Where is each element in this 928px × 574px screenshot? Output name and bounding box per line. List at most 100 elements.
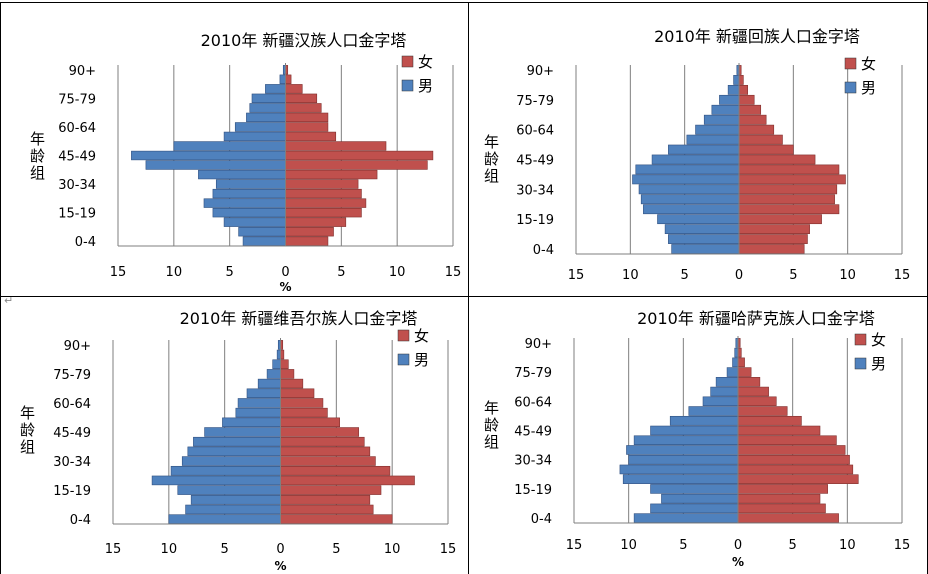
bar-female — [280, 388, 315, 399]
y-tick-label: 90+ — [525, 337, 552, 352]
x-tick-label: 0 — [276, 542, 284, 557]
bar-male — [223, 217, 286, 227]
bar-female — [738, 194, 835, 205]
bar-male — [242, 236, 286, 246]
bar-male — [223, 131, 286, 142]
bar-female — [280, 475, 415, 486]
y-tick-label: 90+ — [64, 339, 91, 354]
y-tick-label: 30-34 — [53, 455, 91, 470]
y-axis-label: 年 — [484, 399, 499, 417]
bar-female — [285, 207, 362, 218]
bar-male — [249, 103, 286, 113]
top-border — [0, 2, 928, 3]
bar-male — [726, 367, 739, 377]
pyramid-chart-2: 2010年 新疆回族人口金字塔 15 10 5 0 5 10 15 0-4 15-19 30-34 4… — [484, 27, 911, 283]
return-mark: ↵ — [4, 294, 14, 307]
bar-male — [686, 134, 740, 145]
y-tick-label: 30-34 — [516, 183, 554, 198]
bar-female — [280, 417, 340, 428]
bar-male — [145, 160, 286, 170]
pyramid-chart-1: 2010年 新疆汉族人口金字塔 15 10 5 0 5 10 15 0-4 15-19 30-34 4… — [30, 31, 461, 294]
x-tick-label: 10 — [839, 268, 856, 283]
x-tick-label: 10 — [622, 268, 639, 283]
x-tick-label: 15 — [894, 268, 911, 283]
bar-female — [738, 94, 755, 105]
bar-female — [737, 406, 788, 416]
bar-male — [638, 184, 740, 195]
bar-female — [280, 369, 295, 379]
y-tick-label: 0-4 — [70, 513, 91, 528]
bar-female — [280, 359, 289, 369]
legend-swatch — [844, 81, 857, 94]
legend-swatch — [844, 57, 857, 70]
y-axis-label: 组 — [30, 164, 45, 182]
y-tick-label: 75-79 — [58, 92, 96, 107]
bar-male — [170, 465, 281, 476]
bar-male — [237, 398, 281, 408]
bar-female — [285, 227, 334, 237]
chart-title: 2010年 新疆哈萨克族人口金字塔 — [637, 309, 875, 328]
bar-male — [168, 514, 281, 524]
chart-title: 2010年 新疆回族人口金字塔 — [654, 27, 860, 46]
x-tick-label: 0 — [734, 538, 742, 553]
bar-male — [257, 378, 281, 389]
y-tick-label: 45-49 — [514, 425, 552, 440]
bar-female — [285, 169, 378, 180]
y-axis-label: 龄 — [30, 147, 45, 165]
bar-male — [251, 93, 286, 104]
x-tick-label: 5 — [337, 265, 345, 280]
legend-label: 男 — [861, 79, 876, 97]
bar-female — [737, 503, 826, 514]
bar-male — [668, 144, 740, 155]
bar-female — [738, 214, 822, 225]
bar-female — [738, 244, 805, 254]
y-tick-label: 75-79 — [516, 94, 554, 109]
bar-female — [738, 204, 840, 215]
bar-male — [204, 427, 281, 437]
bar-female — [285, 103, 322, 113]
y-tick-label: 75-79 — [514, 366, 552, 381]
bar-female — [285, 236, 329, 246]
x-tick-label: 10 — [620, 538, 637, 553]
y-tick-label: 30-34 — [514, 454, 552, 469]
y-axis-label: 组 — [484, 433, 499, 451]
bar-male — [234, 122, 286, 132]
bar-male — [668, 234, 740, 244]
y-tick-label: 45-49 — [516, 154, 554, 169]
bar-male — [212, 188, 286, 199]
bar-female — [285, 198, 367, 208]
bar-female — [280, 465, 391, 476]
bar-female — [737, 396, 777, 407]
bar-male — [203, 198, 286, 208]
x-tick-label: 5 — [789, 538, 797, 553]
bar-male — [185, 504, 281, 515]
horizontal-divider — [0, 296, 928, 297]
bar-female — [285, 160, 428, 170]
bar-female — [737, 464, 854, 475]
bar-male — [187, 446, 281, 457]
y-tick-label: 60-64 — [514, 395, 552, 410]
bar-female — [285, 131, 337, 142]
x-tick-label: 10 — [166, 265, 183, 280]
bar-male — [276, 349, 281, 360]
legend-swatch — [854, 357, 867, 370]
bar-male — [695, 124, 740, 135]
legend-label: 女 — [871, 331, 886, 349]
bar-male — [710, 386, 739, 397]
bar-female — [737, 474, 859, 484]
bar-male — [688, 406, 739, 416]
bar-male — [622, 474, 739, 484]
bar-male — [643, 204, 740, 215]
bar-female — [738, 164, 840, 175]
bar-female — [738, 174, 846, 185]
bar-female — [280, 436, 365, 447]
bar-female — [738, 114, 767, 125]
bar-female — [280, 427, 359, 437]
bar-male — [177, 485, 281, 495]
y-axis-label: 龄 — [484, 416, 499, 434]
y-tick-label: 75-79 — [53, 368, 91, 383]
bar-male — [635, 164, 740, 175]
bar-male — [193, 436, 281, 447]
bar-female — [280, 456, 376, 466]
